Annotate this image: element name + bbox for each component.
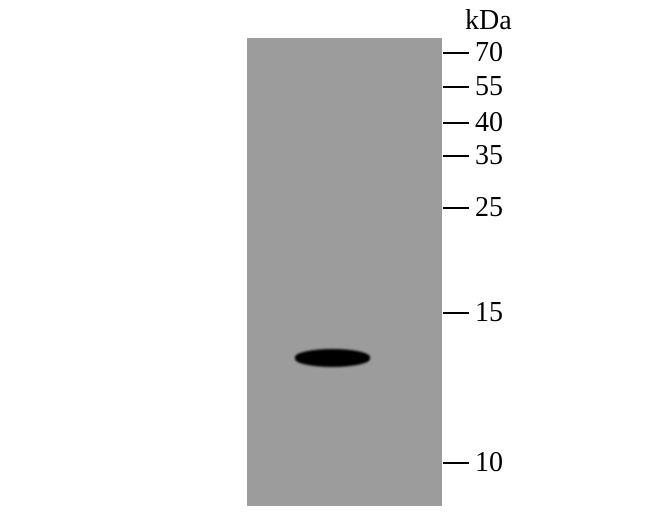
marker-tick xyxy=(443,155,469,157)
unit-label: kDa xyxy=(465,5,512,37)
marker-label: 55 xyxy=(475,71,503,103)
marker-tick xyxy=(443,312,469,314)
marker-label: 40 xyxy=(475,107,503,139)
western-blot-figure: kDa 7055 4035 25 15 10 xyxy=(0,0,650,520)
marker-tick xyxy=(443,122,469,124)
marker-tick xyxy=(443,86,469,88)
protein-band xyxy=(295,349,370,367)
marker-label: 70 xyxy=(475,37,503,69)
marker-label: 15 xyxy=(475,297,503,329)
marker-label: 10 xyxy=(475,447,503,479)
marker-tick xyxy=(443,207,469,209)
marker-label: 35 xyxy=(475,140,503,172)
marker-tick xyxy=(443,52,469,54)
blot-lane xyxy=(247,38,442,506)
marker-label: 25 xyxy=(475,192,503,224)
marker-tick xyxy=(443,462,469,464)
